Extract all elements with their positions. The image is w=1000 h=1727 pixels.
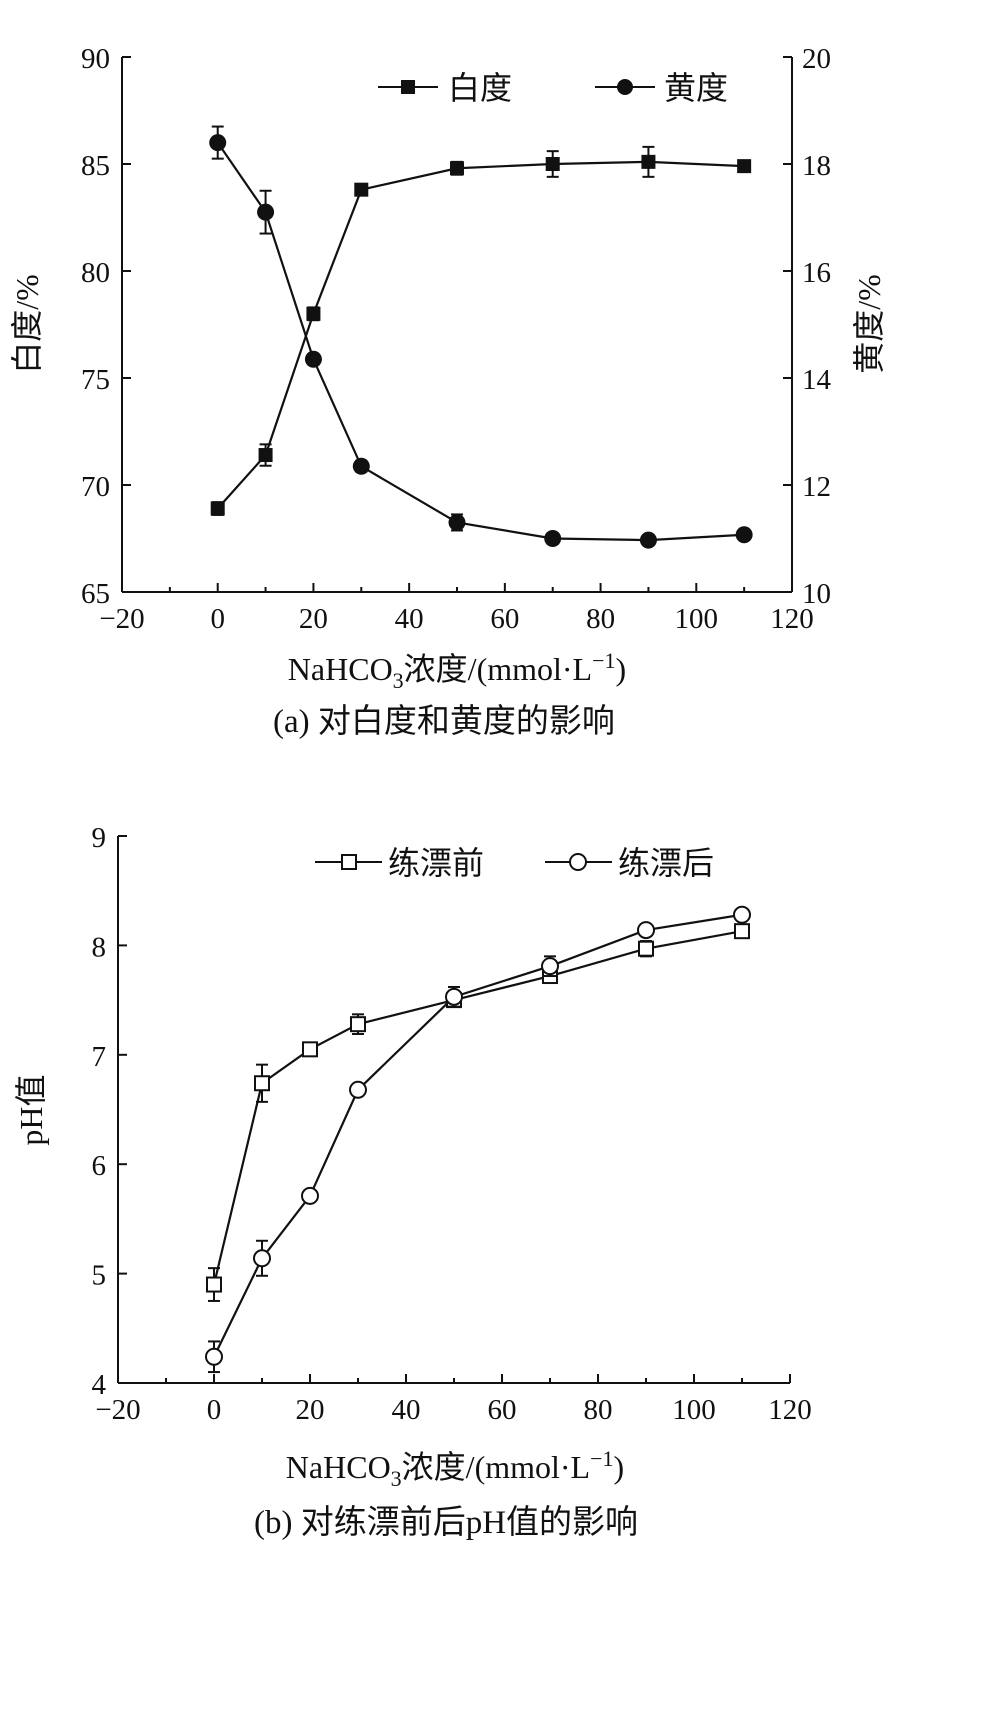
chart-a-caption: (a) 对白度和黄度的影响 (273, 703, 615, 740)
data-point-open-circle (349, 1080, 367, 1099)
y2-tick-label: 20 (802, 43, 831, 75)
chart-a-x-axis-label: NaHCO3浓度/(mmol·L−1) (288, 648, 626, 693)
y2-tick-label: 10 (802, 578, 831, 610)
data-point-square (354, 182, 369, 197)
x-tick-label: 40 (395, 603, 424, 635)
y-tick-label: 5 (92, 1260, 107, 1292)
data-point-circle (209, 134, 227, 152)
data-point-open-circle (205, 1347, 223, 1366)
data-point-open-square (206, 1276, 222, 1293)
legend-open-circle-marker (569, 853, 587, 871)
data-point-square (545, 157, 560, 171)
x-tick-label: −20 (99, 603, 144, 635)
data-point-square (258, 448, 273, 463)
y-tick-label: 85 (81, 150, 110, 182)
y-tick-label: 6 (92, 1150, 107, 1182)
y2-tick-label: 18 (802, 150, 831, 182)
x-tick-label: 0 (210, 603, 225, 635)
data-point-square (737, 159, 752, 174)
data-point-circle (257, 203, 275, 221)
y-tick-label: 70 (81, 471, 110, 503)
y2-tick-label: 16 (802, 257, 831, 289)
x-tick-label: 0 (207, 1394, 222, 1426)
x-tick-label: 20 (299, 603, 328, 635)
x-tick-label: 120 (768, 1394, 812, 1426)
data-point-open-circle (445, 987, 463, 1006)
chart-a-y-axis-label: 白度/% (9, 274, 45, 374)
y-tick-label: 8 (92, 931, 107, 963)
chart-a-legend: 白度 黄度 (378, 70, 728, 106)
data-point-circle (352, 457, 370, 475)
chart-b-ph: −20 0 20 40 60 80 100 120 4 5 6 7 8 9 pH值 NaHCO3浓度/(… (13, 822, 812, 1541)
data-point-open-circle (541, 957, 559, 976)
chart-b-legend: 练漂前 练漂后 (315, 845, 714, 881)
data-point-circle (304, 350, 322, 368)
data-point-square (641, 154, 656, 169)
y-tick-label: 65 (81, 578, 110, 610)
chart-b-caption: (b) 对练漂前后pH值的影响 (254, 1504, 638, 1541)
data-point-circle (639, 531, 657, 549)
legend-filled-square-marker (401, 80, 415, 94)
x-tick-label: 60 (488, 1394, 517, 1426)
data-point-square (450, 161, 464, 176)
y-tick-label: 75 (81, 364, 110, 396)
data-point-open-square (350, 1016, 366, 1033)
x-tick-label: 20 (296, 1394, 325, 1426)
y2-tick-label: 14 (802, 364, 832, 396)
data-point-circle (544, 530, 562, 547)
legend-label-after: 练漂后 (618, 845, 714, 881)
y-tick-label: 7 (92, 1041, 107, 1073)
x-tick-label: 100 (675, 603, 719, 635)
x-tick-label: 80 (586, 603, 615, 635)
data-point-square (210, 501, 225, 516)
x-tick-label: 40 (392, 1394, 421, 1426)
data-point-open-circle (733, 905, 751, 924)
legend-filled-circle-marker (617, 79, 633, 95)
chart-a-whiteness-yellowness: −20 0 20 40 60 80 100 120 65 70 75 80 85 90 10 12 14 16… (9, 43, 887, 740)
legend-label-before: 练漂前 (388, 845, 484, 881)
x-tick-label: −20 (95, 1394, 140, 1426)
chart-a-y2-axis-label: 黄度/% (851, 274, 887, 374)
chart-b-x-axis-label: NaHCO3浓度/(mmol·L−1) (286, 1446, 624, 1491)
data-point-open-circle (637, 921, 655, 940)
legend-open-square-marker (341, 854, 357, 870)
data-point-open-circle (253, 1249, 271, 1268)
series-line-1 (213, 913, 743, 1358)
series-line-0 (216, 160, 745, 510)
y2-tick-label: 12 (802, 471, 831, 503)
data-point-open-square (302, 1041, 318, 1058)
series-line-1 (216, 141, 745, 542)
y-tick-label: 4 (92, 1369, 107, 1401)
x-tick-label: 100 (672, 1394, 716, 1426)
data-point-circle (448, 513, 466, 531)
series-line-0 (212, 930, 743, 1285)
x-tick-label: 60 (490, 603, 519, 635)
y-tick-label: 90 (81, 43, 110, 75)
y-tick-label: 80 (81, 257, 110, 289)
data-point-open-square (638, 940, 654, 957)
y-tick-label: 9 (92, 822, 107, 854)
chart-b-y-axis-label: pH值 (13, 1074, 49, 1145)
data-point-open-square (734, 923, 750, 940)
legend-label-whiteness: 白度 (448, 70, 512, 106)
data-point-circle (735, 526, 753, 544)
data-point-open-circle (301, 1186, 319, 1205)
data-point-open-square (254, 1075, 270, 1092)
legend-label-yellowness: 黄度 (664, 70, 728, 106)
data-point-square (306, 306, 321, 321)
x-tick-label: 120 (770, 603, 814, 635)
x-tick-label: 80 (584, 1394, 613, 1426)
